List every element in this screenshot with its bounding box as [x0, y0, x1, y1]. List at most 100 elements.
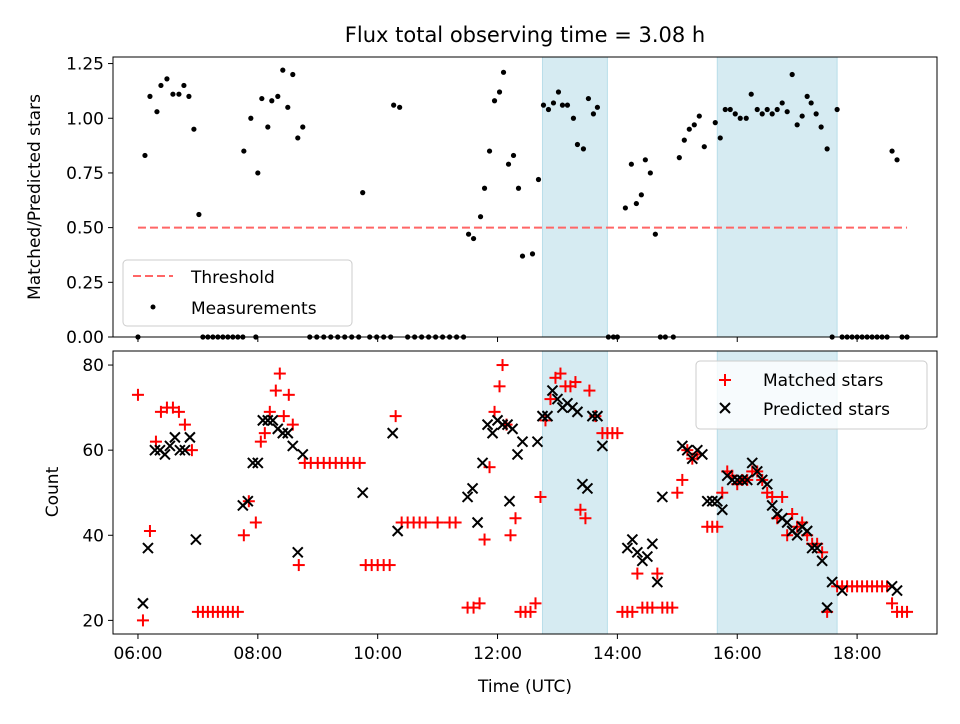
predicted-point [190, 533, 202, 546]
y-tick-label: 0.75 [66, 164, 104, 184]
matched-point [419, 516, 432, 529]
legend-label-measurements: Measurements [191, 299, 317, 319]
measurement-point [628, 161, 634, 167]
measurement-point [248, 115, 254, 121]
predicted-point [826, 576, 838, 588]
measurement-point [486, 148, 493, 154]
y-tick-label: 0.00 [66, 328, 104, 348]
matched-point [631, 567, 644, 580]
predicted-point [471, 516, 484, 529]
top-ylabel: Matched/Predicted stars [25, 94, 45, 300]
measurement-point [622, 205, 628, 211]
measurement-point [570, 115, 577, 121]
matched-point [263, 405, 276, 418]
measurement-point [594, 104, 601, 110]
predicted-point [801, 525, 813, 537]
matched-point [569, 376, 582, 389]
measurement-point [686, 126, 692, 132]
legend-label-matched: Matched stars [763, 371, 883, 391]
predicted-point [701, 495, 713, 507]
predicted-point [766, 499, 778, 512]
shaded-interval [716, 56, 838, 338]
measurement-point [585, 95, 592, 102]
predicted-point [761, 478, 773, 490]
predicted-point [503, 495, 516, 507]
measurements-legend-swatch [150, 304, 156, 310]
predicted-point [277, 427, 289, 439]
predicted-point [159, 448, 171, 461]
measurement-point [500, 69, 507, 75]
top-legend-box [122, 259, 353, 327]
measurement-point [170, 91, 176, 97]
measurement-point [889, 148, 895, 154]
measurement-point [529, 251, 536, 257]
measurement-point [789, 71, 795, 78]
predicted-point [656, 491, 669, 503]
predicted-point [746, 457, 758, 469]
predicted-point [816, 555, 828, 567]
x-tick-label: 14:00 [593, 644, 642, 664]
measurement-point [510, 152, 517, 159]
predicted-legend-swatch [719, 402, 731, 414]
y-tick-label: 40 [82, 526, 104, 546]
top-axis: 0.00 0.25 0.50 0.75 1.00 1.25 [66, 55, 858, 348]
matched-point [496, 359, 509, 372]
measurement-point [505, 161, 512, 167]
measurement-point [196, 211, 202, 218]
measurement-point [580, 146, 587, 152]
predicted-point [179, 444, 191, 456]
matched-point [651, 567, 664, 580]
matched-point [431, 516, 444, 529]
bottom-axis: 20 40 60 80 06:00 08:00 10:00 12:00 14:00 16:00 18… [82, 356, 881, 664]
measurement-point [804, 93, 810, 99]
measurement-point [142, 152, 148, 159]
top-legend: Threshold Measurements [122, 259, 353, 327]
predicted-point [184, 431, 196, 444]
x-tick-label: 16:00 [713, 644, 762, 664]
measurement-point [269, 98, 275, 104]
predicted-point [806, 542, 818, 554]
matched-point [524, 605, 537, 618]
measurement-point [535, 176, 542, 183]
measurement-point [696, 113, 702, 119]
y-tick-label: 80 [82, 356, 104, 376]
measurement-point [754, 106, 760, 113]
measurement-point [481, 185, 488, 191]
measurement-point [154, 109, 160, 115]
matched-point [449, 516, 462, 529]
measurement-point [722, 106, 728, 113]
matched-point [574, 503, 587, 516]
predicted-point [711, 495, 723, 507]
chart-title: Flux total observing time = 3.08 h [345, 23, 705, 47]
matched-point [671, 486, 684, 499]
predicted-point [386, 427, 399, 439]
predicted-point [481, 418, 494, 431]
shaded-interval [541, 56, 608, 338]
measurement-point [496, 89, 503, 95]
predicted-point [581, 482, 594, 495]
matched-point [277, 410, 290, 423]
measurement-point [834, 106, 840, 113]
bottom-ylabel: Count [43, 466, 63, 517]
matched-point [666, 601, 679, 614]
matched-point [249, 516, 262, 529]
measurement-point [391, 102, 397, 108]
matched-point [776, 490, 789, 503]
measurement-point [519, 253, 526, 259]
predicted-point [891, 584, 903, 597]
x-tick-label: 18:00 [833, 644, 882, 664]
predicted-point [571, 406, 584, 418]
measurement-point [515, 185, 522, 191]
predicted-point [621, 542, 634, 554]
matched-point [231, 605, 244, 618]
measurement-point [652, 231, 658, 237]
matched-point [544, 393, 557, 406]
matched-point [509, 512, 522, 525]
matched-legend-swatch [719, 374, 731, 386]
measurement-point [769, 111, 775, 117]
predicted-point [536, 410, 549, 422]
measurement-point [477, 214, 484, 220]
matched-point [185, 444, 198, 457]
predicted-point [476, 457, 489, 469]
